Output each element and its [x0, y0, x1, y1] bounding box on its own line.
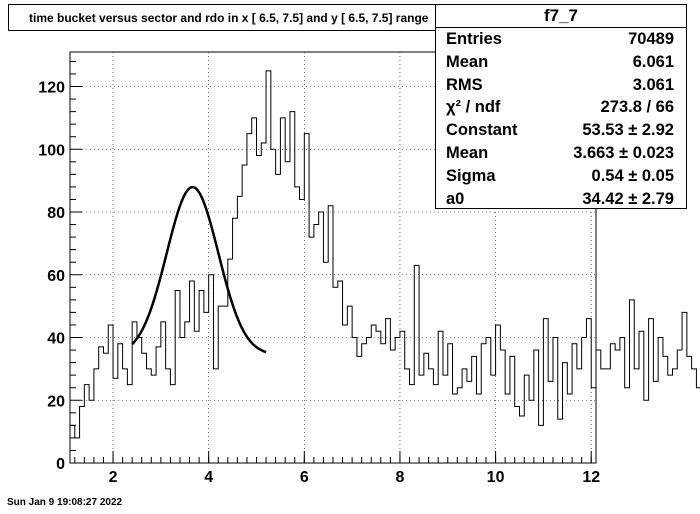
x-tick-label: 4	[204, 469, 213, 486]
stats-label: RMS	[446, 75, 483, 94]
y-tick-label: 120	[38, 80, 65, 97]
y-tick-label: 100	[38, 142, 65, 159]
stats-row-a0: a0 34.42 ± 2.79	[436, 188, 686, 211]
stats-row-chi2: χ² / ndf 273.8 / 66	[436, 96, 686, 119]
stats-value: 6.061	[632, 52, 674, 71]
y-tick-label: 80	[47, 205, 65, 222]
stats-row-fit-mean: Mean 3.663 ± 0.023	[436, 142, 686, 165]
x-tick-label: 10	[487, 469, 505, 486]
chart-title: time bucket versus sector and rdo in x […	[8, 4, 498, 31]
timestamp: Sun Jan 9 19:08:27 2022	[7, 497, 123, 508]
y-tick-label: 20	[47, 393, 65, 410]
x-tick-label: 12	[582, 469, 600, 486]
stats-label: Mean	[446, 52, 489, 71]
stats-value: 273.8 / 66	[600, 98, 674, 117]
x-tick-label: 8	[395, 469, 404, 486]
stats-label: χ² / ndf	[446, 98, 501, 117]
y-tick-label: 0	[56, 456, 65, 473]
stats-title: f7_7	[436, 5, 686, 28]
stats-row-mean: Mean 6.061	[436, 51, 686, 74]
stats-label: a0	[446, 189, 465, 208]
stats-value: 70489	[628, 30, 674, 48]
stats-value: 34.42 ± 2.79	[582, 189, 674, 208]
stats-label: Sigma	[446, 166, 496, 185]
stats-value: 3.663 ± 0.023	[573, 143, 674, 162]
stats-box: f7_7 Entries 70489 Mean 6.061 RMS 3.061 …	[435, 4, 687, 209]
stats-row-entries: Entries 70489	[436, 28, 686, 51]
stats-row-sigma: Sigma 0.54 ± 0.05	[436, 165, 686, 188]
x-tick-label: 6	[300, 469, 309, 486]
stats-value: 0.54 ± 0.05	[591, 166, 674, 185]
stats-label: Entries	[446, 30, 502, 48]
stats-label: Mean	[446, 143, 489, 162]
stats-value: 53.53 ± 2.92	[582, 121, 674, 140]
y-tick-label: 60	[47, 268, 65, 285]
x-tick-label: 2	[109, 469, 118, 486]
stats-label: Constant	[446, 121, 518, 140]
y-tick-label: 40	[47, 331, 65, 348]
fit-curve	[131, 185, 267, 354]
stats-value: 3.061	[632, 75, 674, 94]
stats-row-constant: Constant 53.53 ± 2.92	[436, 119, 686, 142]
histogram-series	[70, 70, 700, 439]
stats-row-rms: RMS 3.061	[436, 74, 686, 97]
